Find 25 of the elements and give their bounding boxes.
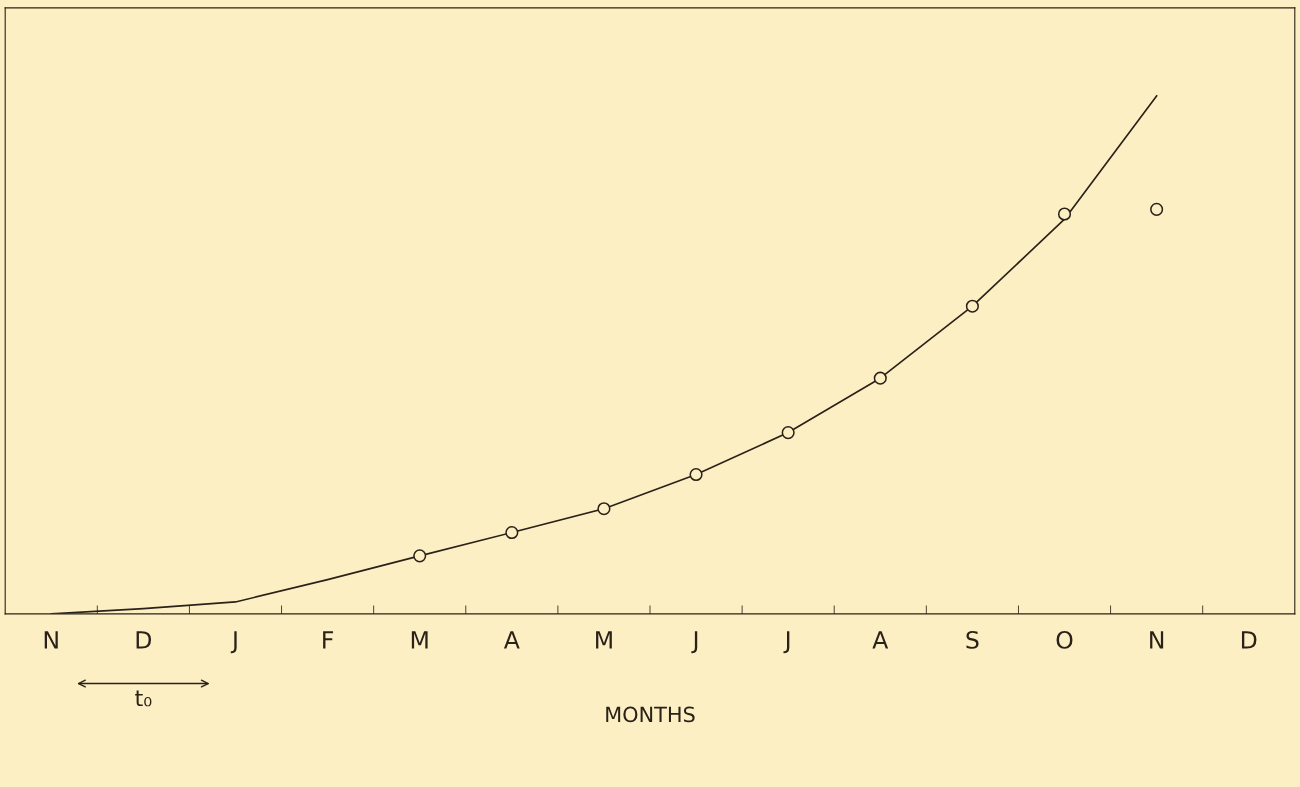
x-tick-label: D — [136, 631, 152, 649]
x-tick-label: J — [230, 631, 237, 654]
point — [505, 525, 519, 540]
text: t₀ — [135, 690, 152, 707]
x-tick-label: A — [503, 631, 520, 649]
x-tick-label: M — [411, 631, 428, 649]
x-tick-label: N — [44, 631, 58, 649]
x-axis-title: MONTHS — [606, 706, 695, 723]
x-tick-label: J — [691, 631, 698, 654]
point — [413, 549, 427, 563]
point — [781, 426, 795, 440]
x-tick-label: J — [783, 631, 790, 654]
point — [689, 467, 703, 482]
x-tick-label: D — [1241, 631, 1257, 649]
point — [1057, 207, 1072, 221]
point — [1150, 202, 1164, 216]
x-tick-label: N — [1150, 631, 1164, 649]
x-tick-label: F — [323, 631, 334, 649]
point — [873, 371, 887, 385]
point — [965, 299, 979, 313]
x-tick-label: S — [966, 630, 979, 649]
x-tick-label: A — [872, 631, 889, 649]
x-tick-label: O — [1056, 630, 1073, 649]
point — [597, 502, 611, 516]
x-tick-label: M — [596, 631, 612, 649]
